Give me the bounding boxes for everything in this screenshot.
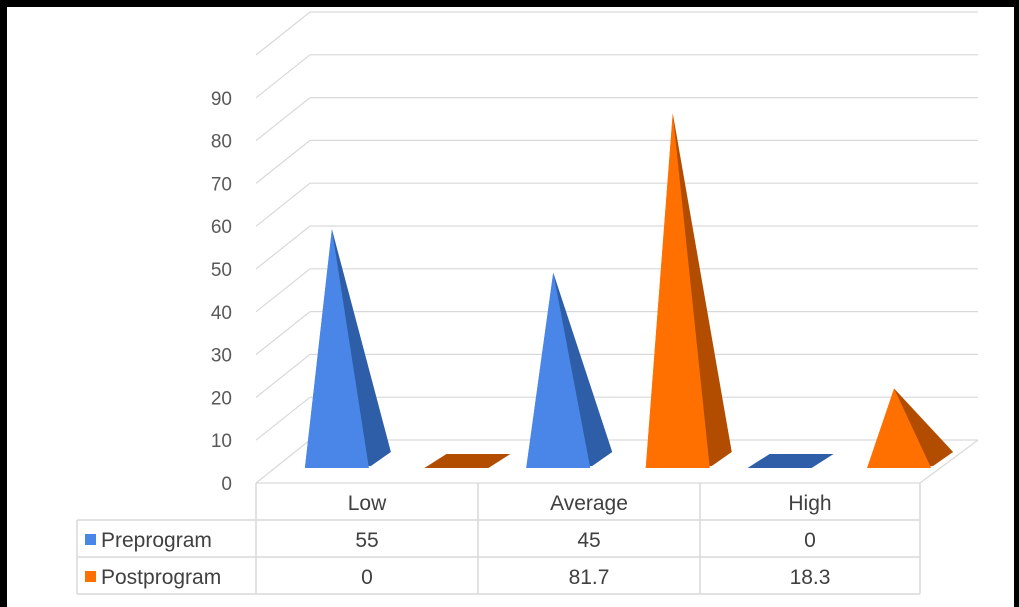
side-gridline	[255, 225, 311, 270]
data-label: 0	[804, 529, 816, 552]
cone-body	[304, 229, 369, 468]
data-label: 81.7	[569, 566, 610, 589]
cone-body	[867, 388, 932, 468]
data-label: 55	[355, 529, 378, 552]
legend-label-postprogram: Postprogram	[101, 566, 221, 589]
floor-right-edge	[919, 439, 979, 484]
side-gridline	[255, 182, 311, 227]
category-label: Average	[550, 492, 628, 515]
y-tick-label: 30	[211, 346, 232, 367]
side-gridline	[255, 439, 311, 484]
cone-body	[645, 113, 710, 469]
y-tick-label: 90	[211, 89, 232, 110]
cone-postprogram-high	[867, 388, 954, 468]
cone-preprogram-low	[304, 229, 391, 468]
data-label: 18.3	[790, 566, 831, 589]
y-tick-label: 0	[221, 474, 232, 495]
category-label: High	[788, 492, 831, 515]
side-gridline	[255, 54, 311, 99]
side-gridline	[255, 11, 311, 56]
cone-preprogram-high	[747, 454, 834, 468]
y-tick-label: 10	[211, 431, 232, 452]
cone-base	[747, 454, 834, 468]
y-tick-label: 20	[211, 388, 232, 409]
cone-body	[526, 272, 591, 468]
side-gridline	[255, 311, 311, 356]
data-label: 0	[361, 566, 373, 589]
side-gridline	[255, 396, 311, 441]
legend-key-preprogram	[85, 534, 96, 545]
y-tick-label: 40	[211, 303, 232, 324]
cone-base	[424, 454, 511, 468]
data-label: 45	[577, 529, 600, 552]
y-tick-label: 60	[211, 217, 232, 238]
side-gridline	[255, 353, 311, 398]
cone-postprogram-low	[424, 454, 511, 468]
legend-key-postprogram	[85, 571, 96, 582]
y-tick-label: 70	[211, 174, 232, 195]
cone-preprogram-average	[526, 272, 613, 468]
side-gridline	[255, 268, 311, 313]
category-label: Low	[348, 492, 387, 515]
cone-postprogram-average	[645, 113, 732, 469]
side-gridline	[255, 97, 311, 142]
y-tick-label: 80	[211, 132, 232, 153]
legend-label-preprogram: Preprogram	[101, 529, 212, 552]
side-gridline	[255, 139, 311, 184]
y-tick-label: 50	[211, 260, 232, 281]
